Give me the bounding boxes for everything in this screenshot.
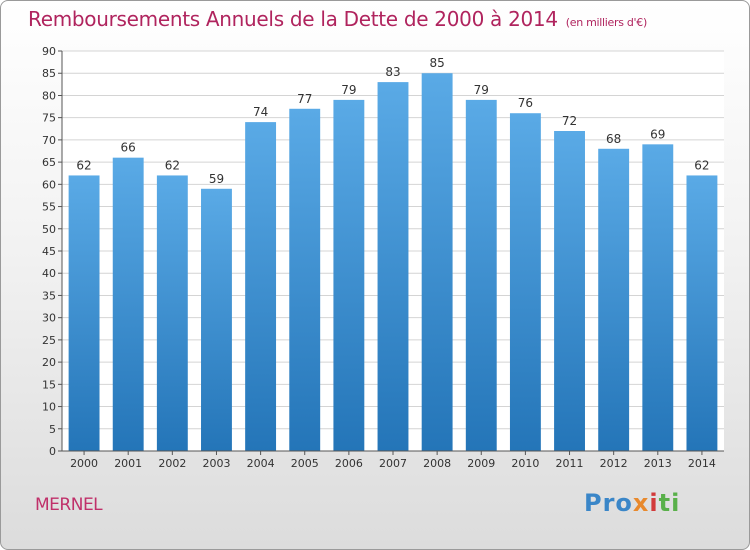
y-tick-label: 20 [42, 356, 56, 369]
bar [421, 73, 453, 451]
y-tick-label: 60 [42, 178, 56, 191]
x-tick-label: 2001 [114, 457, 142, 470]
data-label: 72 [562, 114, 577, 128]
y-tick-label: 50 [42, 223, 56, 236]
data-label: 59 [209, 172, 224, 186]
x-tick-label: 2014 [688, 457, 716, 470]
chart-subtitle: (en milliers d'€) [565, 16, 647, 29]
y-tick-label: 15 [42, 378, 56, 391]
y-tick-label: 30 [42, 312, 56, 325]
y-tick-label: 55 [42, 201, 56, 214]
x-tick-label: 2013 [644, 457, 672, 470]
x-tick-label: 2002 [158, 457, 186, 470]
x-tick-label: 2005 [291, 457, 319, 470]
x-tick-label: 2010 [511, 457, 539, 470]
data-label: 85 [429, 56, 444, 70]
bar [509, 113, 541, 451]
y-tick-label: 80 [42, 89, 56, 102]
commune-name: MERNEL [35, 495, 103, 515]
data-label: 62 [165, 158, 180, 172]
y-tick-label: 5 [49, 423, 56, 436]
x-tick-label: 2008 [423, 457, 451, 470]
x-tick-label: 2007 [379, 457, 407, 470]
chart-title: Remboursements Annuels de la Dette de 20… [28, 7, 647, 31]
data-label: 62 [694, 158, 709, 172]
data-label: 62 [76, 158, 91, 172]
chart-title-text: Remboursements Annuels de la Dette de 20… [28, 7, 558, 31]
y-tick-label: 0 [49, 445, 56, 458]
y-tick-label: 70 [42, 134, 56, 147]
x-tick-label: 2011 [556, 457, 584, 470]
bar [201, 188, 232, 451]
bar [554, 131, 585, 451]
data-label: 79 [341, 83, 356, 97]
x-tick-label: 2009 [467, 457, 495, 470]
y-tick-label: 65 [42, 156, 56, 169]
bar [156, 175, 188, 451]
bars [68, 73, 718, 452]
x-tick-label: 2012 [600, 457, 628, 470]
bar [465, 99, 497, 451]
bar [377, 82, 409, 451]
bar [642, 144, 674, 452]
data-label: 68 [606, 132, 621, 146]
bar [112, 157, 144, 451]
logo-part: ti [658, 489, 681, 517]
x-tick-label: 2006 [335, 457, 363, 470]
y-tick-label: 75 [42, 112, 56, 125]
logo-part: x [632, 489, 650, 517]
data-label: 69 [650, 127, 665, 141]
bar [598, 148, 630, 451]
y-tick-label: 40 [42, 267, 56, 280]
bar [245, 122, 277, 451]
x-tick-label: 2000 [70, 457, 98, 470]
proxiti-logo: Proxiti [584, 489, 680, 517]
logo-part: i [649, 489, 659, 517]
bar [686, 175, 718, 451]
value-labels: 62 66 62 59 74 77 79 83 85 79 76 72 68 69 62 [76, 56, 709, 186]
data-label: 83 [385, 65, 400, 79]
data-label: 77 [297, 92, 312, 106]
y-tick-label: 45 [42, 245, 56, 258]
bar [333, 99, 365, 451]
y-tick-label: 85 [42, 67, 56, 80]
y-tick-label: 90 [42, 45, 56, 58]
x-tick-label: 2004 [247, 457, 275, 470]
y-tick-label: 10 [42, 401, 56, 414]
x-tick-label: 2003 [202, 457, 230, 470]
data-label: 76 [518, 96, 533, 110]
data-label: 66 [121, 141, 136, 155]
y-tick-label: 25 [42, 334, 56, 347]
bar [68, 175, 100, 451]
logo-part: Pro [584, 489, 633, 517]
data-label: 74 [253, 105, 268, 119]
bar [289, 108, 321, 452]
data-label: 79 [474, 83, 489, 97]
y-tick-label: 35 [42, 289, 56, 302]
axes: 0 5 10 15 20 25 30 35 40 45 50 55 60 65 70 75 80 85 90 2000… [42, 45, 724, 470]
